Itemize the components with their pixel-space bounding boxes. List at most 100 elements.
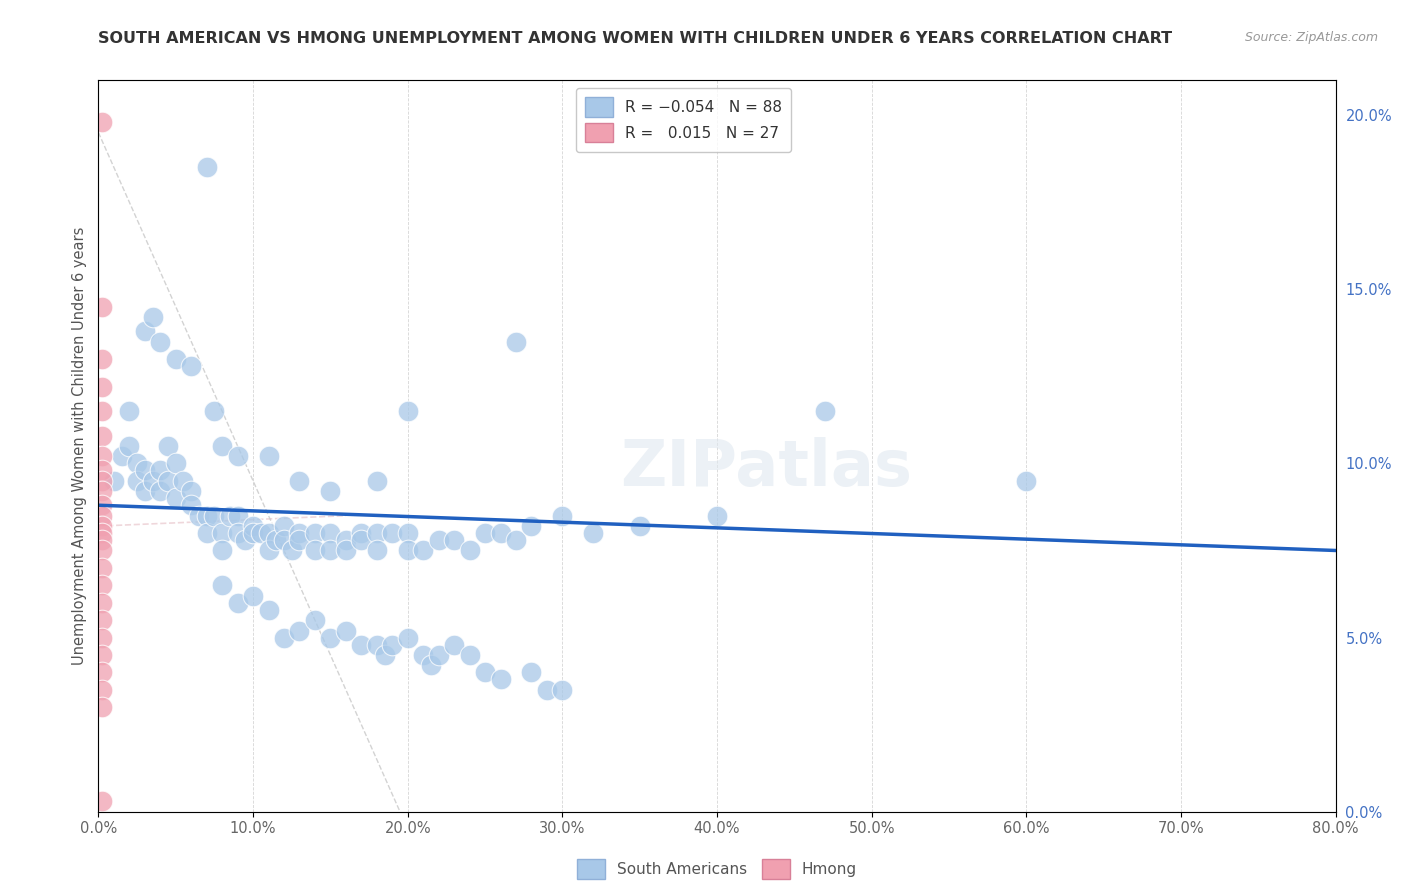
Point xyxy=(412,648,434,662)
Point xyxy=(396,543,419,558)
Point xyxy=(165,491,187,506)
Point xyxy=(489,526,512,541)
Point xyxy=(257,543,280,558)
Point xyxy=(273,519,295,533)
Point xyxy=(319,543,342,558)
Point xyxy=(90,533,112,547)
Point xyxy=(366,526,388,541)
Point xyxy=(103,474,125,488)
Y-axis label: Unemployment Among Women with Children Under 6 years: Unemployment Among Women with Children U… xyxy=(72,227,87,665)
Point xyxy=(90,648,112,662)
Point xyxy=(204,404,226,418)
Point xyxy=(90,450,112,464)
Point xyxy=(226,526,249,541)
Point xyxy=(195,508,218,523)
Point xyxy=(211,526,233,541)
Point xyxy=(211,543,233,558)
Point xyxy=(551,508,574,523)
Point xyxy=(180,359,202,373)
Point xyxy=(335,533,357,547)
Point xyxy=(211,578,233,592)
Point xyxy=(396,404,419,418)
Point xyxy=(396,631,419,645)
Point xyxy=(90,543,112,558)
Point xyxy=(90,508,112,523)
Point xyxy=(127,474,149,488)
Point xyxy=(350,533,373,547)
Point xyxy=(250,526,273,541)
Point xyxy=(520,519,543,533)
Point xyxy=(226,596,249,610)
Point xyxy=(304,543,326,558)
Point xyxy=(381,526,404,541)
Point xyxy=(90,700,112,714)
Point xyxy=(90,519,112,533)
Point xyxy=(551,682,574,697)
Point xyxy=(188,508,211,523)
Point xyxy=(118,439,141,453)
Point xyxy=(90,463,112,477)
Point xyxy=(706,508,728,523)
Point xyxy=(90,351,112,366)
Point xyxy=(505,334,527,349)
Point xyxy=(211,439,233,453)
Point xyxy=(90,404,112,418)
Point xyxy=(90,578,112,592)
Point xyxy=(257,526,280,541)
Point xyxy=(628,519,651,533)
Point xyxy=(304,613,326,627)
Point xyxy=(165,457,187,471)
Point xyxy=(520,665,543,680)
Point xyxy=(505,533,527,547)
Point xyxy=(118,404,141,418)
Point xyxy=(350,638,373,652)
Point xyxy=(427,533,450,547)
Point xyxy=(90,115,112,129)
Point xyxy=(474,526,496,541)
Point xyxy=(90,300,112,314)
Point xyxy=(374,648,396,662)
Point xyxy=(90,498,112,512)
Point xyxy=(149,484,172,499)
Point xyxy=(134,324,156,338)
Point xyxy=(173,474,195,488)
Point xyxy=(266,533,288,547)
Point xyxy=(142,310,165,325)
Point xyxy=(257,603,280,617)
Point xyxy=(304,526,326,541)
Point xyxy=(90,665,112,680)
Point xyxy=(142,474,165,488)
Text: Source: ZipAtlas.com: Source: ZipAtlas.com xyxy=(1244,31,1378,45)
Text: ZIPatlas: ZIPatlas xyxy=(620,437,912,499)
Point xyxy=(443,638,465,652)
Point xyxy=(90,561,112,575)
Point xyxy=(242,519,264,533)
Point xyxy=(288,624,311,638)
Point xyxy=(350,526,373,541)
Point xyxy=(111,450,134,464)
Point xyxy=(458,543,481,558)
Point xyxy=(90,794,112,808)
Point xyxy=(458,648,481,662)
Point xyxy=(226,508,249,523)
Point xyxy=(180,484,202,499)
Point xyxy=(319,484,342,499)
Point xyxy=(149,334,172,349)
Legend: South Americans, Hmong: South Americans, Hmong xyxy=(568,850,866,888)
Point xyxy=(90,682,112,697)
Point xyxy=(242,526,264,541)
Point xyxy=(366,638,388,652)
Point xyxy=(195,526,218,541)
Point xyxy=(180,498,202,512)
Point xyxy=(443,533,465,547)
Point xyxy=(127,457,149,471)
Point xyxy=(366,543,388,558)
Point xyxy=(582,526,605,541)
Point xyxy=(281,543,304,558)
Point xyxy=(474,665,496,680)
Point xyxy=(90,631,112,645)
Point xyxy=(134,463,156,477)
Point xyxy=(427,648,450,662)
Point xyxy=(90,596,112,610)
Point xyxy=(273,533,295,547)
